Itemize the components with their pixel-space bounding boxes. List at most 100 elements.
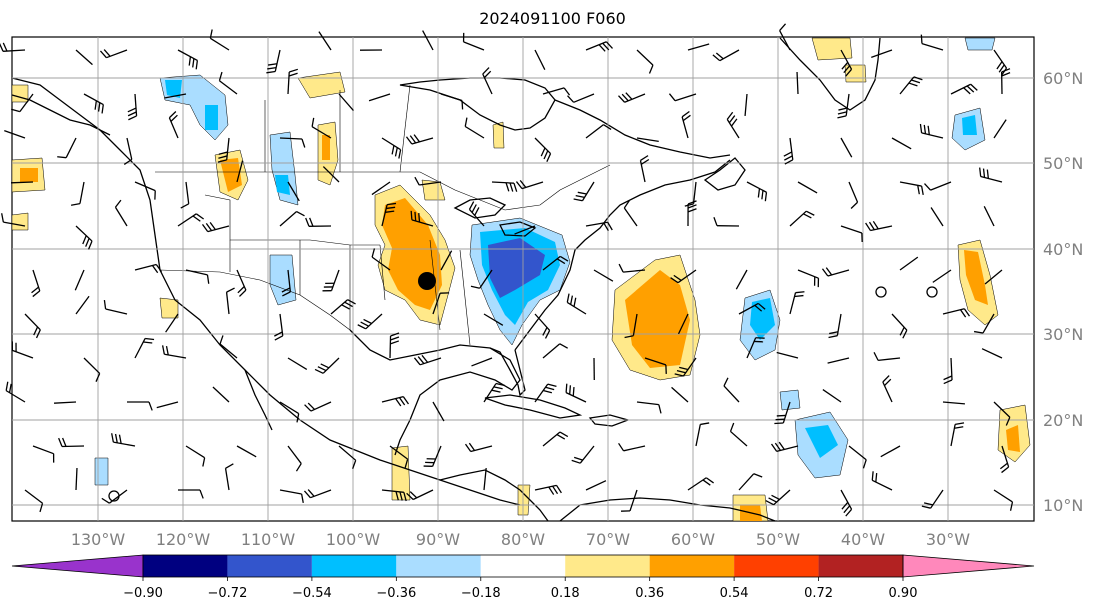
wind-barb [357, 313, 383, 330]
wind-barb [618, 263, 646, 273]
wind-barb [783, 137, 794, 165]
wind-barb [776, 351, 799, 359]
longitude-labels: 130°W 120°W 110°W 100°W 90°W 80°W 70°W 60°W 50°W… [71, 530, 970, 549]
colorbar-tick-label: 0.54 [720, 586, 749, 601]
wind-barb [738, 302, 766, 315]
wind-barb [770, 441, 799, 453]
wind-barb [636, 49, 654, 74]
wind-barb [212, 386, 230, 403]
wind-barb [31, 269, 41, 298]
wind-barb [644, 357, 667, 374]
wind-barb [464, 117, 485, 139]
wind-barb [11, 341, 34, 359]
wind-barb [744, 93, 748, 116]
wind-barb [287, 357, 308, 371]
wind-barb [738, 473, 763, 491]
wind-barb [840, 49, 853, 77]
wind-barb [83, 357, 101, 382]
wind-barb [993, 401, 1011, 426]
wind-barb [58, 437, 85, 448]
wind-barb [827, 357, 850, 364]
wind-barb [950, 422, 965, 447]
wind-barb [899, 181, 924, 196]
wind-barb [899, 76, 923, 95]
colorbar-tick-label: 0.18 [551, 586, 580, 601]
wind-barb [483, 313, 504, 326]
wind-barb [670, 269, 697, 284]
wind-barb [981, 348, 1003, 359]
longitude-label: 120°W [156, 530, 211, 549]
wind-barb [585, 41, 613, 52]
latitude-label: 50°N [1043, 154, 1083, 173]
political-borders [155, 84, 611, 346]
colorbar-extend-low [11, 554, 144, 578]
wind-barb [217, 137, 230, 163]
wind-barb [932, 269, 952, 283]
longitude-label: 80°W [501, 530, 545, 549]
wind-barb [746, 337, 765, 359]
wind-barb [165, 313, 179, 333]
wind-barb [542, 431, 569, 447]
colorbar-tick-label: 0.72 [804, 586, 833, 601]
wind-barb [571, 445, 595, 464]
wind-barb [585, 221, 613, 232]
wind-barb [279, 137, 306, 148]
wind-barb [618, 442, 646, 452]
wind-barb [729, 422, 748, 447]
wind-barb [24, 489, 44, 513]
wind-barb [534, 313, 551, 339]
calm-marker [926, 286, 938, 298]
wind-barb [593, 269, 614, 282]
wind-barb [534, 383, 557, 403]
colorbar-segment [227, 555, 312, 577]
wind-barb [565, 383, 587, 403]
wind-barb [943, 357, 953, 385]
wind-barb [1000, 68, 1011, 95]
wind-barb [930, 207, 944, 227]
wind-barb [542, 87, 571, 96]
wind-barb [381, 489, 407, 502]
longitude-label: 60°W [671, 530, 715, 549]
wind-barb [880, 445, 901, 458]
wind-barb [920, 34, 944, 51]
wind-barb [765, 489, 791, 506]
wind-barb [471, 357, 493, 367]
wind-barb [266, 49, 281, 74]
colorbar-tick-label: −0.72 [208, 586, 248, 601]
latitude-label: 10°N [1043, 496, 1083, 515]
wind-barb [218, 71, 238, 95]
wind-barb [837, 93, 850, 119]
wind-barb [514, 225, 536, 235]
wind-barb [134, 337, 155, 359]
wind-barb [573, 181, 595, 202]
wind-barb [585, 124, 612, 139]
wind-barb [4, 129, 26, 139]
wind-barb [410, 210, 434, 227]
wind-barb [75, 225, 93, 250]
wind-barb [542, 255, 569, 271]
wind-barb [585, 480, 607, 491]
wind-barb [70, 181, 85, 206]
wind-barb [891, 137, 912, 150]
wind-barb [623, 200, 638, 227]
wind-barb [422, 30, 434, 51]
colorbar: −0.90 −0.72 −0.54 −0.36 −0.18 0.18 0.36 0.54 0.7… [11, 554, 1035, 601]
wind-barb [684, 181, 697, 207]
latitude-label: 40°N [1043, 240, 1083, 259]
wind-barb [432, 292, 450, 315]
wind-barb [338, 445, 357, 469]
wind-barb [515, 179, 544, 190]
wind-barb [177, 489, 204, 499]
wind-barb [279, 489, 304, 503]
wind-barb [735, 269, 748, 290]
wind-barb [797, 269, 820, 288]
wind-barb [371, 248, 391, 271]
wind-barb [177, 213, 205, 227]
wind-barb [134, 181, 156, 200]
wind-barb [32, 445, 55, 463]
colorbar-segment [649, 555, 735, 577]
wind-barb [865, 220, 893, 232]
wind-barb [681, 110, 691, 139]
wind-barb [999, 445, 1010, 474]
wind-barb [973, 313, 995, 334]
